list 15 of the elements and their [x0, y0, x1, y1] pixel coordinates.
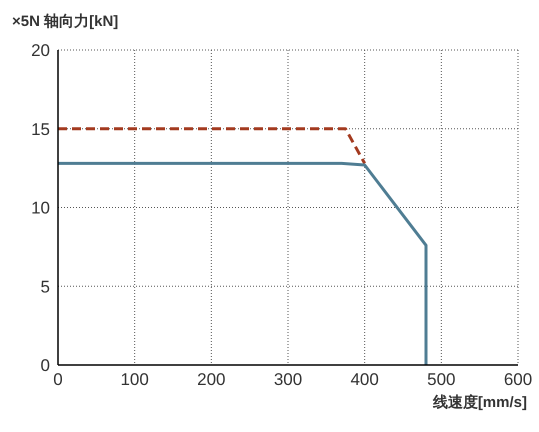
x-tick-label: 200	[197, 370, 226, 390]
x-tick-label: 500	[427, 370, 456, 390]
y-tick-label: 5	[40, 277, 50, 296]
x-tick-label: 600	[504, 370, 532, 390]
x-tick-label: 100	[120, 370, 149, 390]
x-tick-label: 300	[274, 370, 302, 390]
y-tick-label: 10	[31, 198, 50, 218]
y-tick-label: 0	[40, 356, 50, 376]
y-tick-label: 20	[31, 41, 50, 60]
y-axis-title: ×5N 轴向力[kN]	[12, 12, 118, 31]
y-tick-label: 15	[31, 120, 50, 139]
x-tick-label: 0	[53, 370, 63, 390]
x-tick-label: 400	[350, 370, 379, 390]
line-series	[58, 162, 428, 365]
x-axis-title: 线速度[mm/s]	[432, 393, 527, 412]
